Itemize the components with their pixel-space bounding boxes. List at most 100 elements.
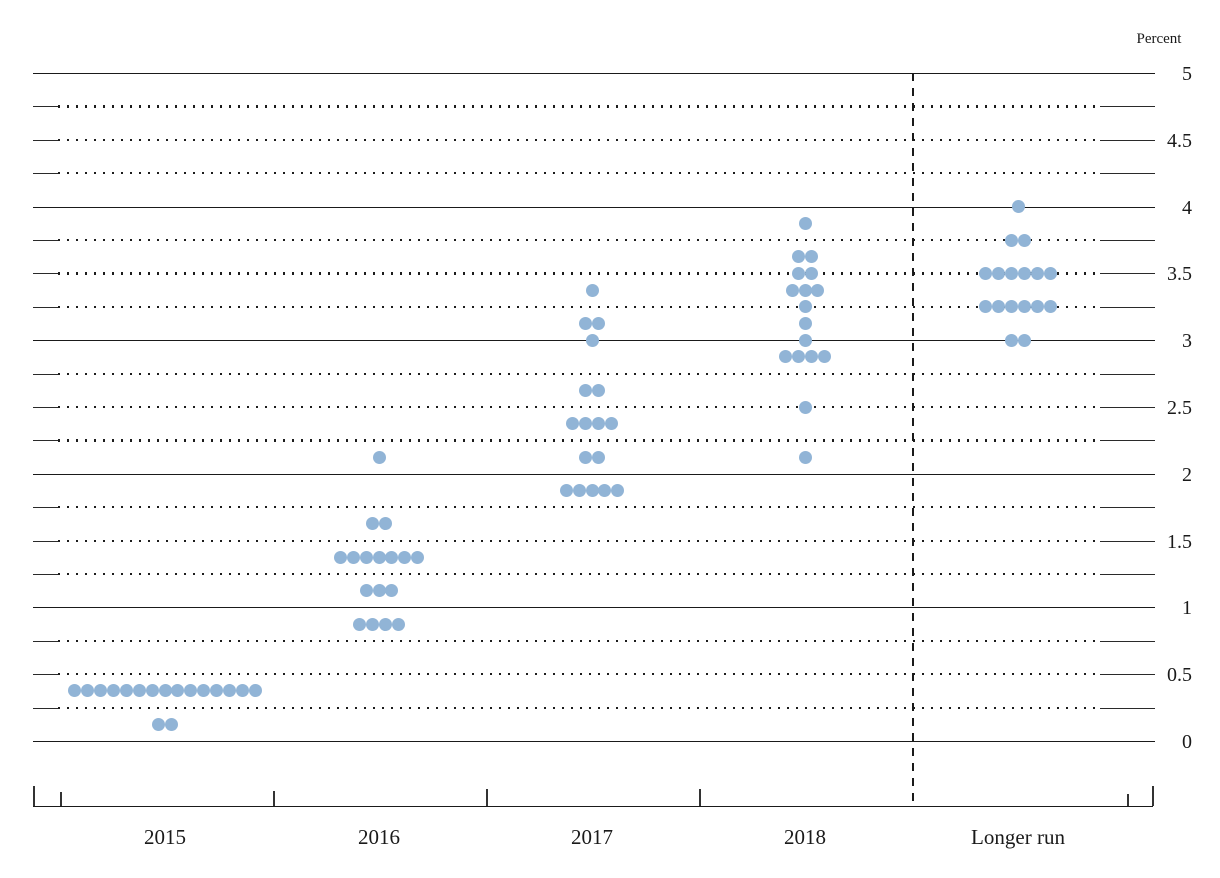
projection-dot	[792, 250, 806, 264]
y-axis-label: 2	[1182, 463, 1192, 486]
projection-dot	[804, 250, 818, 264]
gridline-left-cap	[33, 707, 58, 709]
projection-dot	[792, 350, 806, 364]
projection-dot	[604, 417, 618, 431]
gridline-left-cap	[33, 106, 58, 108]
x-axis-label-2018: 2018	[784, 825, 826, 849]
gridline-major	[33, 741, 1155, 742]
x-axis-label-longer-run: Longer run	[971, 825, 1065, 849]
projection-dot	[1043, 266, 1057, 280]
projection-dot	[346, 550, 360, 564]
projection-dot	[171, 684, 185, 698]
gridline-right-cap	[1100, 440, 1155, 442]
projection-dot	[579, 317, 593, 330]
projection-dot	[585, 283, 599, 297]
projection-dot	[798, 300, 812, 314]
x-axis-tick	[699, 789, 701, 806]
gridline-right-cap	[1100, 306, 1155, 308]
y-axis-label: 5	[1182, 63, 1192, 85]
x-axis-tick	[1152, 786, 1154, 806]
gridline-minor	[58, 172, 1100, 175]
projection-dot	[1030, 266, 1044, 280]
projection-dot	[811, 283, 825, 297]
projection-dot	[411, 550, 425, 564]
projection-dot	[158, 684, 172, 698]
projection-dot	[248, 684, 262, 698]
projection-dot	[106, 684, 120, 698]
gridline-right-cap	[1100, 240, 1155, 241]
gridline-right-cap	[1100, 674, 1155, 676]
gridline-minor	[58, 539, 1100, 542]
projection-dot	[798, 216, 812, 230]
percent-unit-label: Percent	[1136, 31, 1182, 47]
projection-dot	[798, 333, 812, 347]
projection-dot	[366, 617, 380, 631]
gridline-minor	[58, 105, 1100, 108]
projection-dot	[353, 617, 367, 631]
gridline-right-cap	[1100, 106, 1155, 108]
gridline-left-cap	[33, 139, 58, 141]
gridline-left-cap	[33, 540, 58, 542]
gridline-right-cap	[1100, 540, 1155, 542]
gridline-left-cap	[33, 640, 58, 642]
projection-dot	[81, 684, 95, 698]
projection-dot	[94, 684, 107, 698]
x-axis-label-2016: 2016	[358, 825, 400, 849]
gridline-minor	[58, 406, 1100, 409]
projection-dot	[1017, 266, 1031, 280]
x-axis-tick	[33, 786, 35, 806]
projection-dot	[372, 550, 386, 564]
gridline-minor	[58, 706, 1100, 709]
gridline-right-cap	[1100, 139, 1155, 141]
projection-dot	[804, 350, 818, 364]
projection-dot	[566, 417, 580, 431]
gridline-right-cap	[1100, 707, 1155, 709]
gridline-right-cap	[1100, 173, 1155, 175]
gridline-left-cap	[33, 407, 58, 408]
projection-dot	[992, 300, 1006, 314]
y-axis-label: 3.5	[1167, 263, 1192, 286]
projection-dot	[164, 717, 178, 731]
projection-dot	[572, 484, 586, 497]
projection-dot	[372, 584, 386, 598]
gridline-minor	[58, 506, 1100, 509]
projection-dot	[798, 400, 812, 414]
projection-dot	[197, 684, 211, 698]
gridline-minor	[58, 372, 1100, 375]
gridline-minor	[58, 138, 1100, 141]
gridline-right-cap	[1100, 574, 1155, 575]
projection-dot	[68, 684, 82, 698]
projection-dot	[817, 350, 831, 364]
gridline-right-cap	[1100, 373, 1155, 375]
y-axis-label: 4.5	[1167, 129, 1192, 152]
gridline-major	[33, 73, 1155, 74]
x-axis-label-2017: 2017	[571, 825, 613, 849]
projection-dot	[591, 317, 605, 330]
gridline-minor	[58, 673, 1100, 676]
projection-dot	[398, 550, 412, 564]
gridline-minor	[58, 272, 1100, 275]
projection-dot	[798, 317, 812, 330]
y-axis-label: 1.5	[1167, 530, 1192, 553]
projection-dot	[1005, 266, 1019, 280]
projection-dot	[378, 517, 392, 531]
gridline-left-cap	[33, 574, 58, 575]
projection-dot	[372, 450, 386, 464]
x-axis	[33, 806, 1153, 807]
projection-dot	[378, 617, 392, 631]
projection-dot	[804, 266, 818, 280]
projection-dot	[210, 684, 224, 698]
projection-dot	[1005, 333, 1019, 347]
gridline-left-cap	[33, 306, 58, 308]
projection-dot	[391, 617, 405, 631]
projection-dot	[333, 550, 347, 564]
projection-dot	[779, 350, 793, 364]
gridline-right-cap	[1100, 273, 1155, 275]
x-axis-label-2015: 2015	[144, 825, 186, 849]
x-axis-tick	[60, 792, 62, 806]
projection-dot	[359, 584, 373, 598]
projection-dot	[992, 266, 1006, 280]
projection-dot	[611, 484, 625, 497]
projection-dot	[798, 450, 812, 464]
